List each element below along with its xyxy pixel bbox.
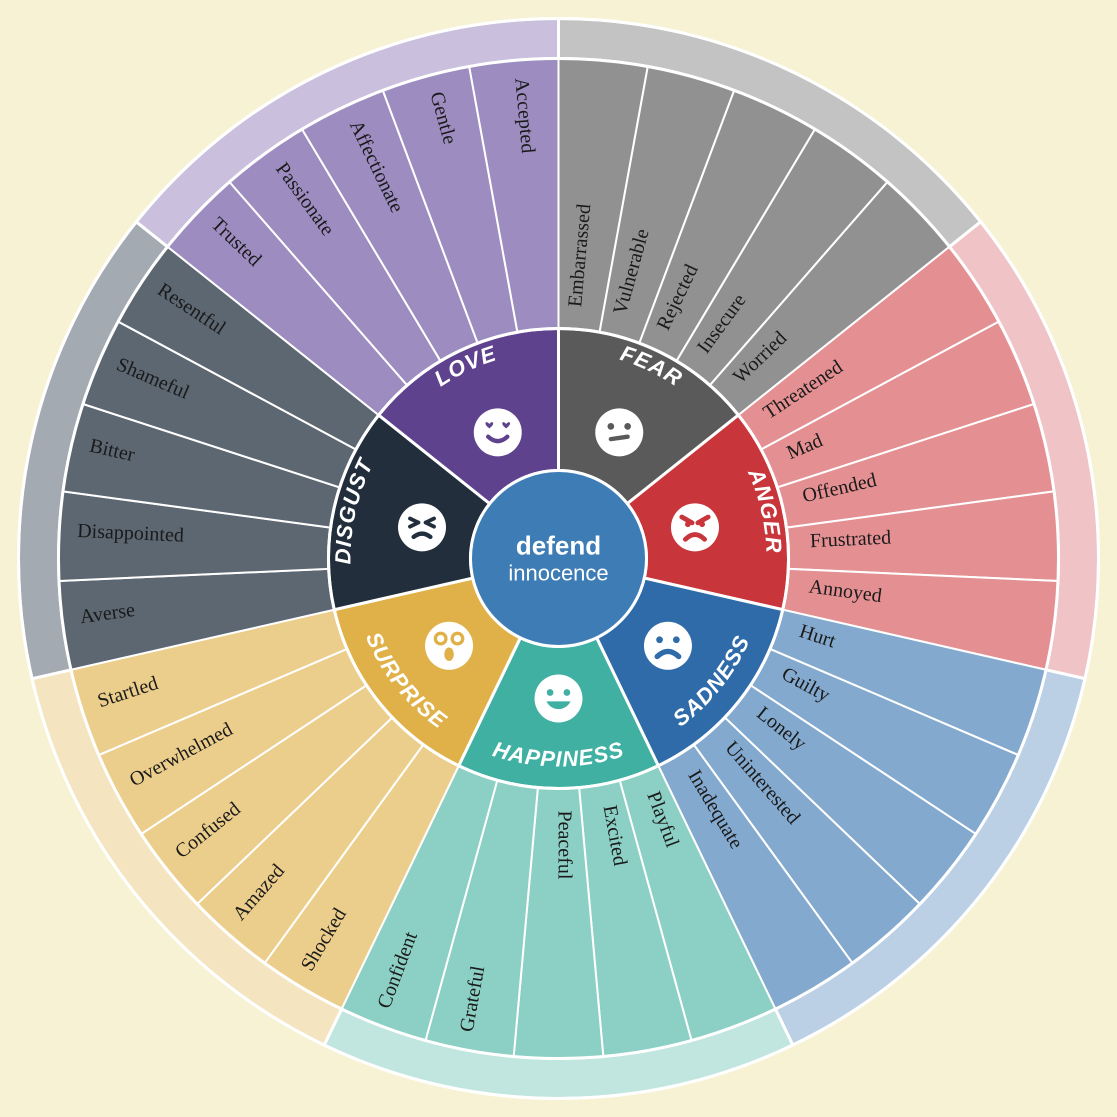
love-face-icon — [474, 408, 522, 456]
sub-label-peaceful: Peaceful — [554, 811, 576, 880]
center-label-2: innocence — [508, 561, 608, 586]
happiness-face-icon — [535, 675, 583, 723]
sub-label-frustrated: Frustrated — [809, 527, 891, 553]
anger-face-icon — [671, 503, 719, 551]
sadness-face-icon — [644, 622, 692, 670]
fear-face-icon — [595, 408, 643, 456]
emotion-wheel: EmbarrassedVulnerableRejectedInsecureWor… — [0, 0, 1117, 1117]
center-label-1: defend — [516, 531, 601, 561]
disgust-face-icon — [398, 503, 446, 551]
surprise-face-icon — [425, 622, 473, 670]
